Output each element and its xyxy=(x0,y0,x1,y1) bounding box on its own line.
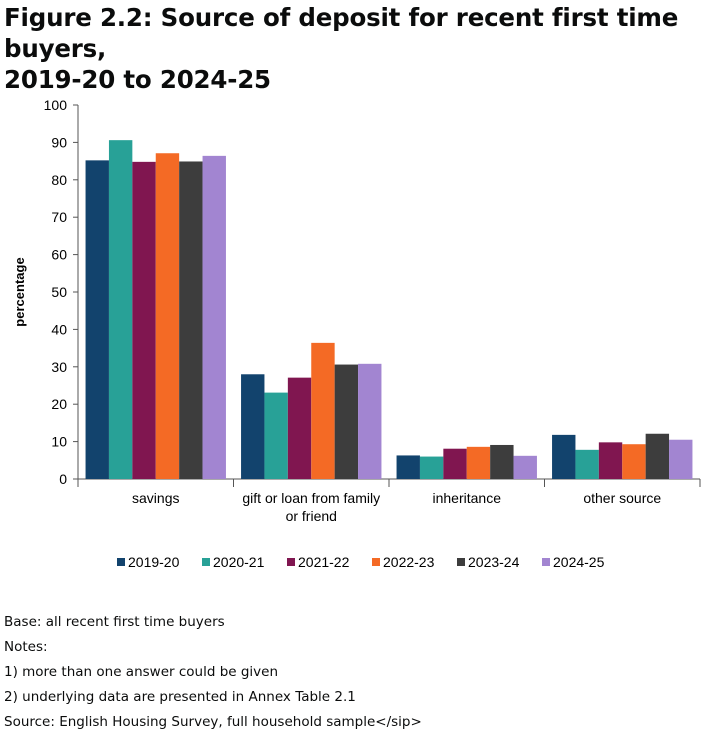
bar-2023-24 xyxy=(645,433,670,479)
bar-2024-25 xyxy=(202,155,226,479)
bar-2019-20 xyxy=(552,434,576,479)
figure-title-line-2: 2019-20 to 2024-25 xyxy=(4,65,271,94)
y-tick-label: 80 xyxy=(51,172,67,188)
y-tick-label: 60 xyxy=(51,247,67,263)
y-tick-label: 30 xyxy=(51,359,67,375)
bar-2021-22 xyxy=(287,377,312,479)
bar-2020-21 xyxy=(575,449,599,479)
bar-2022-23 xyxy=(311,342,335,479)
bar-chart: 0 10 20 30 40 50 60 70 80 90 100 percentage savings g… xyxy=(12,97,701,570)
x-category-label: savings xyxy=(132,490,179,506)
bar-2021-22 xyxy=(443,448,467,479)
figure-title: Figure 2.2: Source of deposit for recent… xyxy=(4,2,698,95)
bar-2021-22 xyxy=(132,161,156,479)
y-tick-label: 50 xyxy=(51,284,67,300)
x-category-label-line: or friend xyxy=(286,508,337,524)
x-category-label: other source xyxy=(583,490,661,506)
legend-swatch-2022-23 xyxy=(372,558,380,566)
bar-2019-20 xyxy=(85,160,109,479)
bar-2020-21 xyxy=(108,140,133,479)
y-tick-label: 40 xyxy=(51,321,67,337)
bar-2019-20 xyxy=(396,455,420,479)
x-category-label: gift or loan from family or friend xyxy=(242,490,380,524)
bar-2024-25 xyxy=(513,455,537,479)
y-tick-label: 0 xyxy=(59,471,67,487)
x-category-label: inheritance xyxy=(433,490,502,506)
y-tick-label: 10 xyxy=(51,434,67,450)
bar-2022-23 xyxy=(155,153,180,479)
figure-notes: Base: all recent first time buyers Notes… xyxy=(4,610,694,735)
bar-2023-24 xyxy=(490,444,514,479)
bar-2024-25 xyxy=(669,439,693,479)
x-category-label-line: other source xyxy=(583,490,661,506)
bar-2021-22 xyxy=(598,442,623,479)
base-note: Base: all recent first time buyers xyxy=(4,614,225,630)
x-category-label-line: savings xyxy=(132,490,179,506)
legend-swatch-2019-20 xyxy=(117,558,125,566)
bar-2022-23 xyxy=(466,446,491,479)
bar-2020-21 xyxy=(419,456,444,479)
figure-title-line-1: Figure 2.2: Source of deposit for recent… xyxy=(4,3,679,63)
x-category-label-line: inheritance xyxy=(433,490,502,506)
legend-swatch-2024-25 xyxy=(542,558,550,566)
legend-label-2024-25: 2024-25 xyxy=(553,554,605,570)
legend-label-2023-24: 2023-24 xyxy=(468,554,520,570)
bar-2024-25 xyxy=(358,363,382,479)
y-tick-label: 20 xyxy=(51,396,67,412)
legend-label-2019-20: 2019-20 xyxy=(128,554,180,570)
bar-2023-24 xyxy=(334,364,359,479)
legend-label-2020-21: 2020-21 xyxy=(213,554,265,570)
bar-2023-24 xyxy=(179,161,203,479)
notes-heading: Notes: xyxy=(4,639,48,655)
legend-swatch-2020-21 xyxy=(202,558,210,566)
y-tick-label: 100 xyxy=(44,97,68,113)
note-1: 1) more than one answer could be given xyxy=(4,664,279,680)
bar-2019-20 xyxy=(241,374,265,479)
note-2: 2) underlying data are presented in Anne… xyxy=(4,689,356,705)
x-category-label-line: gift or loan from family xyxy=(242,490,380,506)
y-axis-title: percentage xyxy=(12,257,27,326)
bar-2020-21 xyxy=(264,392,288,479)
source-note: Source: English Housing Survey, full hou… xyxy=(4,714,422,730)
y-tick-label: 70 xyxy=(51,209,67,225)
y-tick-label: 90 xyxy=(51,134,67,150)
legend-swatch-2023-24 xyxy=(457,558,465,566)
legend-swatch-2021-22 xyxy=(287,558,295,566)
legend-label-2021-22: 2021-22 xyxy=(298,554,350,570)
legend-label-2022-23: 2022-23 xyxy=(383,554,435,570)
bar-2022-23 xyxy=(622,444,646,479)
